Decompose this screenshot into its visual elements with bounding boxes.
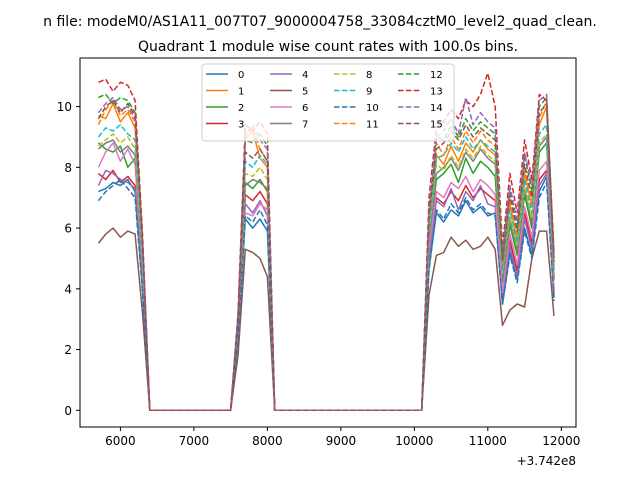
series-layer (97, 72, 555, 412)
legend-label-5: 5 (302, 87, 308, 98)
series-line-4 (97, 169, 555, 412)
legend-label-2: 2 (238, 103, 244, 114)
x-axis: 6000 7000 8000 9000 10000 11000 12000 (105, 427, 580, 448)
series-line-10 (97, 178, 555, 412)
series-line-9 (97, 124, 555, 412)
legend-label-3: 3 (238, 120, 244, 131)
series-line-15 (97, 99, 555, 412)
x-tick-label: 7000 (179, 434, 210, 448)
y-axis: 0 2 4 6 8 10 (57, 100, 80, 418)
figure-suptitle: n file: modeM0/AS1A11_007T07_9000004758_… (43, 14, 597, 30)
x-tick-label: 9000 (326, 434, 357, 448)
legend-label-11: 11 (366, 120, 379, 131)
legend-label-15: 15 (430, 120, 443, 131)
x-tick-label: 11000 (469, 434, 507, 448)
y-tick-label: 0 (64, 404, 72, 418)
y-tick-label: 6 (64, 222, 72, 236)
x-tick-label: 10000 (395, 434, 433, 448)
chart-title: Quadrant 1 module wise count rates with … (138, 39, 518, 55)
legend-label-8: 8 (366, 70, 372, 81)
series-line-13 (98, 72, 555, 412)
x-tick-label: 12000 (542, 434, 580, 448)
y-tick-label: 10 (57, 100, 72, 114)
plot-area (97, 72, 555, 412)
legend-box (201, 63, 455, 142)
y-tick-label: 4 (64, 282, 72, 296)
legend-label-10: 10 (366, 103, 379, 114)
legend-label-0: 0 (238, 70, 244, 81)
series-line-5 (97, 227, 555, 412)
legend-label-4: 4 (302, 70, 308, 81)
legend-label-14: 14 (430, 103, 443, 114)
legend-label-6: 6 (302, 103, 308, 114)
x-offset-label: +3.742e8 (517, 454, 576, 468)
x-tick-label: 8000 (252, 434, 283, 448)
y-tick-label: 8 (64, 161, 72, 175)
x-tick-label: 6000 (105, 434, 136, 448)
legend-label-12: 12 (430, 70, 443, 81)
legend-label-13: 13 (430, 87, 443, 98)
legend-label-1: 1 (238, 87, 244, 98)
y-tick-label: 2 (64, 343, 72, 357)
legend-label-9: 9 (366, 87, 372, 98)
legend-label-7: 7 (302, 120, 308, 131)
axes-frame (79, 57, 577, 428)
